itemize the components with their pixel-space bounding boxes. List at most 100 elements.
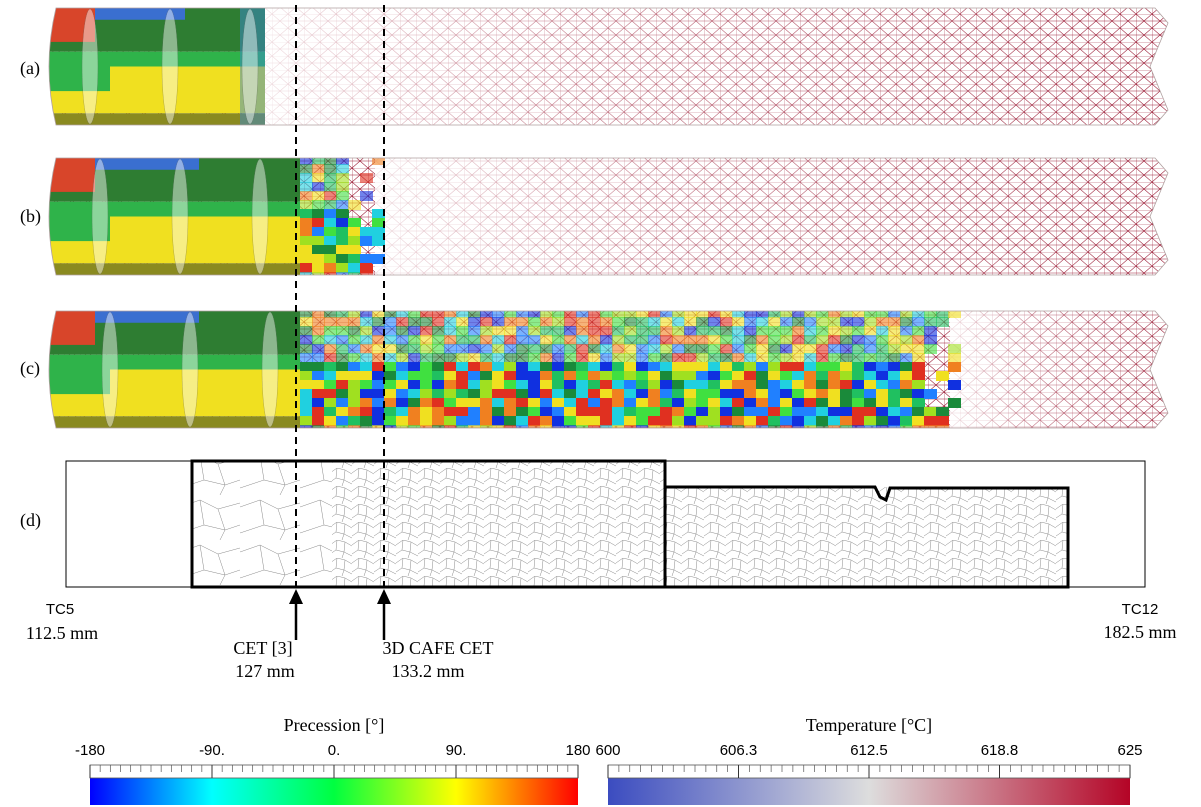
grain: [528, 353, 541, 363]
grain: [336, 317, 349, 327]
grain: [660, 353, 673, 363]
grain: [744, 407, 757, 417]
grain: [49, 216, 110, 242]
grain: [600, 335, 613, 345]
grain: [852, 344, 865, 354]
grain: [552, 353, 565, 363]
grain: [876, 344, 889, 354]
grain: [540, 371, 553, 381]
grain: [420, 344, 433, 354]
grain: [900, 326, 913, 336]
grain: [528, 335, 541, 345]
grain: [528, 326, 541, 336]
grain: [840, 389, 853, 399]
grain: [720, 326, 733, 336]
grain: [660, 362, 673, 372]
grain: [564, 344, 577, 354]
grain: [504, 389, 517, 399]
grain: [456, 398, 469, 408]
grain: [888, 362, 901, 372]
grain: [816, 380, 829, 390]
grain: [636, 362, 649, 372]
grain: [360, 362, 373, 372]
grain: [312, 254, 325, 264]
grain: [816, 389, 829, 399]
grain: [336, 380, 349, 390]
thermocouple-position: 182.5 mm: [1103, 622, 1176, 642]
grain: [432, 311, 445, 318]
grain: [348, 389, 361, 399]
grain: [648, 416, 661, 426]
grain: [804, 407, 817, 417]
cet-name: CET [3]: [233, 638, 292, 658]
grain: [504, 353, 517, 363]
grain: [324, 398, 337, 408]
grain: [804, 371, 817, 381]
grain: [744, 371, 757, 381]
grain: [564, 380, 577, 390]
grain: [768, 425, 781, 428]
grain: [840, 311, 853, 318]
grain: [924, 317, 937, 327]
grain: [744, 416, 757, 426]
grain: [540, 389, 553, 399]
grain: [780, 335, 793, 345]
arrow-head: [377, 589, 391, 604]
grain: [420, 311, 433, 318]
cylinder-outline: [48, 7, 1169, 126]
grain: [900, 425, 913, 428]
grain: [396, 380, 409, 390]
grain: [420, 362, 433, 372]
grain: [408, 362, 421, 372]
grain: [948, 362, 961, 372]
grain: [432, 362, 445, 372]
grain: [348, 353, 361, 363]
grain: [516, 371, 529, 381]
grain: [492, 335, 505, 345]
grain: [732, 416, 745, 426]
grain: [360, 191, 373, 201]
grain: [624, 317, 637, 327]
grain: [420, 317, 433, 327]
grain: [588, 335, 601, 345]
grain: [744, 389, 757, 399]
grain: [924, 416, 937, 426]
grain: [360, 254, 373, 264]
grain: [408, 380, 421, 390]
grain: [792, 353, 805, 363]
grain: [864, 407, 877, 417]
grain: [576, 371, 589, 381]
grain: [612, 407, 625, 417]
grain: [684, 416, 697, 426]
grain: [372, 218, 385, 228]
grain: [300, 263, 313, 273]
grain: [780, 317, 793, 327]
grain: [300, 416, 313, 426]
colorbar-tick-label: 618.8: [981, 742, 1019, 759]
grain: [780, 344, 793, 354]
grain: [420, 326, 433, 336]
grain: [384, 389, 397, 399]
grain: [720, 311, 733, 318]
grain: [828, 425, 841, 428]
grain: [672, 311, 685, 318]
grain: [612, 326, 625, 336]
grain: [300, 173, 313, 183]
grain: [372, 389, 385, 399]
grain: [636, 317, 649, 327]
grain: [864, 425, 877, 428]
grain: [576, 311, 589, 318]
grain: [672, 407, 685, 417]
grain: [552, 389, 565, 399]
grain: [336, 158, 349, 165]
grain: [888, 353, 901, 363]
grain: [384, 407, 397, 417]
grain: [324, 326, 337, 336]
colorbars: Precession [°] -180 -90. 0. 90. 180 Temperatur…: [75, 715, 1143, 805]
grain: [360, 371, 373, 381]
grain: [324, 191, 337, 201]
grain: [636, 425, 649, 428]
grain: [756, 326, 769, 336]
grain: [888, 371, 901, 381]
grain: [576, 425, 589, 428]
